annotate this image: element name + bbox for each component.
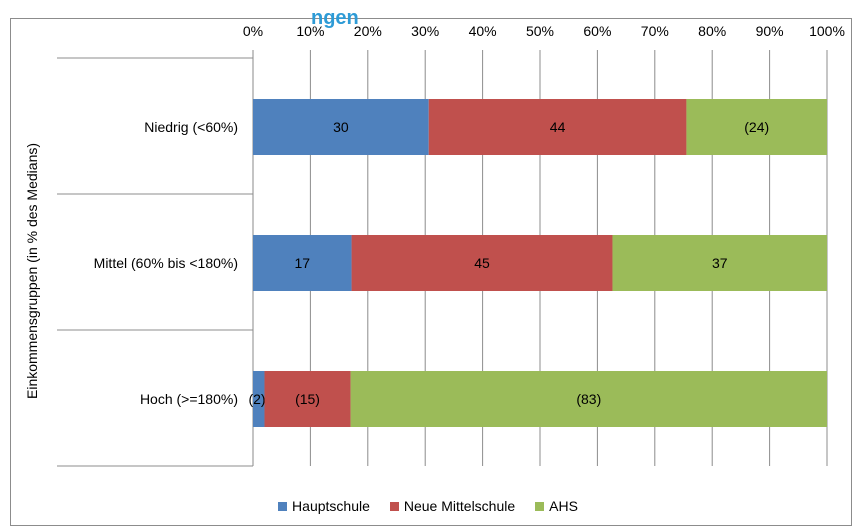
data-label: 37 [712,255,728,271]
bar-segment [686,99,827,155]
legend: Hauptschule Neue Mittelschule AHS [0,498,856,514]
data-label: (83) [576,391,601,407]
category-label: Mittel (60% bis <180%) [94,255,238,271]
chart-title-fragment: ngen [311,7,359,29]
x-tick-label: 0% [243,23,263,39]
x-tick-label: 100% [809,23,845,39]
bar-segment [264,371,351,427]
x-tick-label: 80% [698,23,726,39]
legend-item: Hauptschule [278,498,370,514]
legend-label: Hauptschule [292,498,370,514]
bar-segment [253,99,429,155]
x-tick-label: 90% [756,23,784,39]
category-label: Hoch (>=180%) [140,391,238,407]
x-tick-label: 70% [641,23,669,39]
bar-segment [350,371,827,427]
data-label: (2) [248,391,265,407]
bar-segment [612,235,827,291]
x-tick-label: 40% [469,23,497,39]
x-tick-label: 30% [411,23,439,39]
legend-swatch [535,502,545,511]
data-label: 45 [474,255,490,271]
y-axis-label: Einkommensgruppen (in % des Medians) [24,143,40,399]
data-label: 17 [294,255,310,271]
legend-item: Neue Mittelschule [389,498,516,514]
bar-segment [253,371,265,427]
legend-swatch [278,502,288,511]
data-label: 30 [333,119,349,135]
x-tick-label: 50% [526,23,554,39]
x-tick-label: 60% [583,23,611,39]
x-tick-label: 20% [354,23,382,39]
bar-segment [351,235,613,291]
bar-segment [428,99,687,155]
legend-swatch [389,502,399,511]
category-label: Niedrig (<60%) [144,119,238,135]
legend-item: AHS [535,498,578,514]
data-label: (24) [744,119,769,135]
data-label: (15) [295,391,320,407]
data-label: 44 [550,119,566,135]
legend-label: Neue Mittelschule [403,498,516,514]
x-tick-label: 10% [296,23,324,39]
bar-segment [253,235,352,291]
legend-label: AHS [549,498,578,514]
